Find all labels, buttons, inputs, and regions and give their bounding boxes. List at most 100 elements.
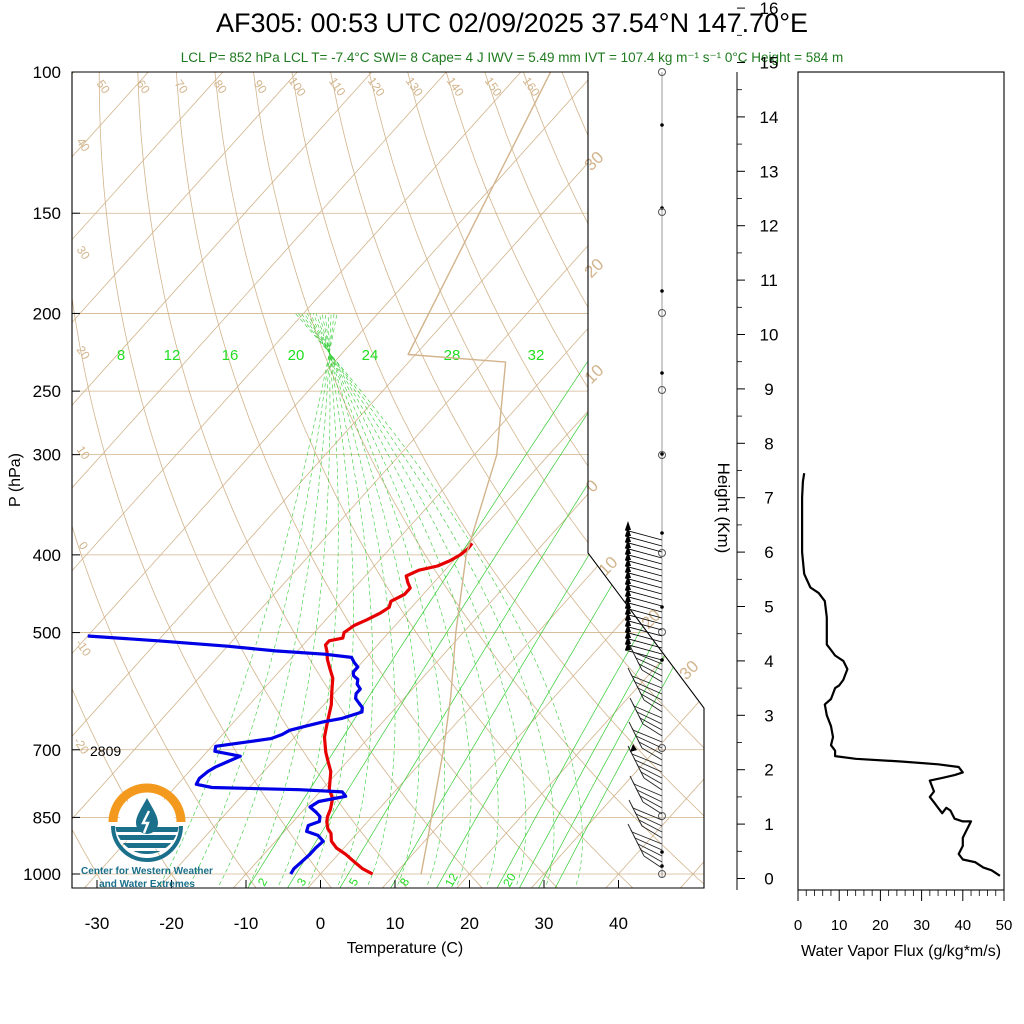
y-tick-label: 1000 (23, 865, 61, 884)
logo-text-line1: Center for Western Weather (81, 866, 213, 877)
dry-adiabat-label: 0 (76, 539, 91, 553)
wind-barb-shaft (634, 837, 663, 851)
wind-barb-shaft (638, 819, 663, 833)
wind-barb-shaft (624, 619, 663, 631)
wind-barb-shaft (624, 577, 663, 589)
wind-barb-pennant (625, 617, 631, 626)
wind-barb-pennant (625, 575, 631, 584)
dry-adiabat-label: 30 (74, 243, 93, 262)
isotherm-line (230, 72, 704, 888)
wind-barb-shaft (632, 651, 663, 665)
dry-adiabat-line (736, 35, 1024, 891)
isotherm-line (528, 72, 704, 888)
cw3e-logo: Center for Western Weather and Water Ext… (72, 782, 222, 892)
flux-frame (797, 71, 1005, 891)
height-tick-label: 5 (764, 598, 773, 617)
wind-barb-shaft (640, 849, 663, 863)
mixing-ratio-line (285, 361, 622, 888)
chart-subtitle: LCL P= 852 hPa LCL T= -7.4°C SWI= 8 Cape… (180, 50, 844, 65)
mixing-ratio-label: 8 (117, 347, 125, 364)
height-tick-label: 0 (764, 870, 773, 889)
mixing-ratio-line (337, 361, 666, 888)
isotherm-line (72, 72, 331, 888)
mixing-ratio-label: 28 (444, 347, 461, 364)
wind-barb-pennant (625, 587, 631, 596)
wind-barb-flag (637, 739, 643, 749)
flux-tick-label: 0 (794, 917, 802, 934)
calm-wind-circle (658, 870, 666, 878)
dry-adiabat-label: 150 (482, 74, 505, 99)
y-tick-label: 700 (33, 741, 61, 760)
wind-barb-pennant (625, 521, 631, 530)
wind-barb-shaft (624, 559, 663, 571)
dry-adiabat-line (398, 72, 704, 888)
mixing-ratio-line (553, 361, 704, 888)
height-tick-label: 15 (760, 54, 779, 73)
wind-barb-pennant (625, 539, 631, 548)
height-annotation: 2809 (90, 743, 121, 759)
isotherm-line (72, 72, 629, 888)
wind-barb-shaft (624, 571, 663, 583)
logo-text-line2: and Water Extremes (99, 879, 195, 890)
wind-barb-flag (639, 847, 645, 857)
flux-tick-label: 20 (872, 917, 889, 934)
mixing-ratio-label: 12 (442, 870, 461, 889)
y-tick-label: 300 (33, 446, 61, 465)
mixing-ratio-label: 16 (222, 347, 239, 364)
dry-adiabat-label: 120 (365, 74, 388, 99)
wind-barb-flag (639, 769, 645, 779)
wind-barbs (624, 68, 666, 878)
moist-adiabat-line (295, 313, 583, 888)
height-tick-label: 12 (760, 217, 779, 236)
mixing-ratio-label: 8 (397, 875, 413, 888)
isotherm-line (72, 72, 555, 888)
wind-barb-flag (637, 817, 643, 827)
x-tick-label: 0 (316, 914, 325, 933)
wind-barb-shaft (624, 583, 663, 595)
dry-adiabat-line (249, 72, 704, 888)
dry-adiabat-label: 100 (286, 74, 309, 99)
calm-wind-circle (658, 309, 666, 317)
y-tick-label: 150 (33, 204, 61, 223)
wind-barb-pennant (630, 744, 637, 752)
dry-adiabat-line (773, 35, 1024, 891)
height-tick-label: 2 (764, 761, 773, 780)
parcel-path-line (407, 72, 552, 875)
isotherm-line (72, 72, 480, 888)
calm-wind-circle (658, 812, 666, 820)
wind-barb-pennant (625, 569, 631, 578)
dewpoint-line (87, 634, 364, 875)
wind-barb-shaft (624, 637, 663, 649)
flux-tick-label: 40 (954, 917, 971, 934)
wind-barb-shaft (639, 795, 663, 809)
skew-t-series: 2809 (87, 72, 552, 876)
wind-barb-pennant (625, 611, 631, 620)
wind-barb-shaft (624, 553, 663, 565)
height-axis-label: Height (Km) (714, 463, 733, 554)
wind-barb-shaft (637, 765, 663, 779)
wind-barb-shaft (635, 657, 663, 671)
wind-barb-shaft (633, 705, 663, 719)
wind-barb-shaft (631, 831, 663, 845)
wind-barb-pennant (625, 563, 631, 572)
wind-barb-flag (639, 691, 645, 701)
isotherm-line (72, 72, 257, 888)
dry-adiabat-label: 130 (403, 74, 426, 99)
height-tick-label: 13 (760, 162, 779, 181)
dry-adiabat-line (72, 72, 335, 888)
wind-barb-shaft (642, 801, 663, 815)
calm-wind-circle (658, 68, 666, 76)
wind-barb-shaft (631, 753, 663, 767)
dry-adiabat-label: 140 (444, 74, 467, 99)
wind-barb-flag (637, 661, 643, 671)
isotherm-line (453, 72, 704, 888)
wind-barb-shaft (633, 783, 663, 797)
wind-barb-pennant (625, 557, 631, 566)
wind-barb-shaft (640, 693, 663, 707)
wind-barb-shaft (624, 565, 663, 577)
theta-e-label: 20 (581, 255, 608, 282)
wind-barb-pennant (625, 641, 631, 650)
y-tick-label: 250 (33, 382, 61, 401)
wind-barb-pennant (625, 545, 631, 554)
wind-barb-shaft (642, 723, 663, 737)
